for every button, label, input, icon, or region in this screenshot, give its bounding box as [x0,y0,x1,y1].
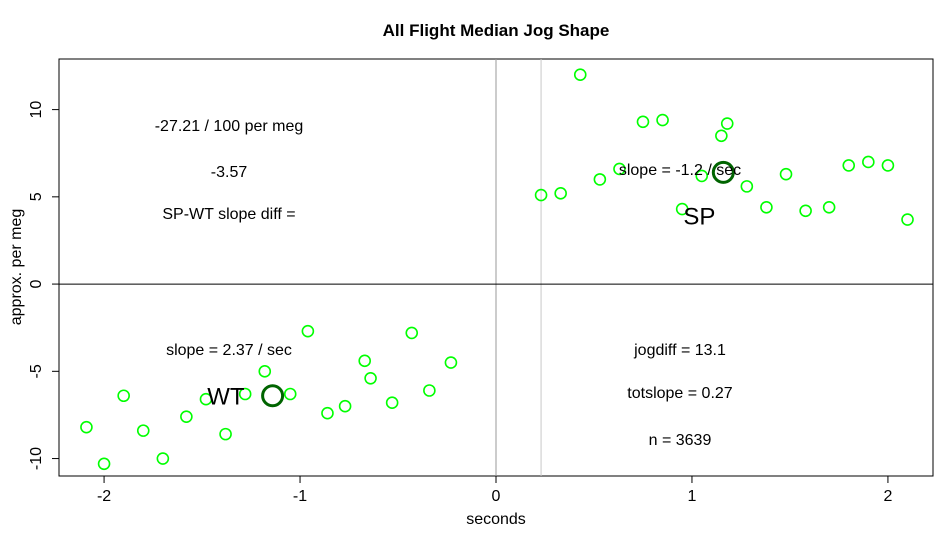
x-tick-label: -1 [293,488,307,505]
data-point [199,392,213,406]
data-point [321,406,334,420]
data-point [760,201,773,214]
data-point [720,117,734,130]
data-point [301,324,315,338]
data-point [117,389,130,403]
data-point [862,155,875,169]
data-point [554,187,567,200]
data-point [219,427,232,441]
data-point [740,180,754,193]
wt-slope-annotation: slope = 2.37 / sec [166,342,292,359]
slope-diff-value: -27.21 / 100 per meg [155,118,304,135]
data-point [715,129,728,143]
data-point [358,354,372,368]
data-point [799,204,812,218]
x-tick-label: 2 [883,488,892,505]
x-tick-label: -2 [97,488,111,505]
x-axis-label: seconds [466,511,526,528]
data-point [444,356,458,369]
y-tick-label: -5 [28,364,45,378]
data-point [593,173,607,186]
data-point [656,113,669,127]
data-point [338,399,352,413]
data-point [180,410,193,423]
sp-slope-annotation: slope = -1.2 / sec [619,162,741,179]
y-tick-label: 0 [28,280,45,289]
x-tick-label: 0 [492,488,501,505]
data-point [385,396,399,410]
data-point [842,159,856,172]
data-points [80,68,914,471]
n-annotation: n = 3639 [649,432,712,449]
data-point [238,387,252,401]
data-point [156,452,170,465]
y-tick-label: 5 [28,192,45,201]
data-point [534,188,548,202]
x-tick-label: 1 [688,488,697,505]
data-point [675,202,689,216]
x-axis-ticks: -2 -1 0 1 2 [97,476,892,505]
data-point [97,457,111,471]
data-point [258,365,272,378]
data-point [822,201,836,214]
group-center-marker [261,384,285,408]
slope-diff-label: SP-WT slope diff = [162,206,295,223]
group-center-label: WT [207,384,245,411]
group-center-marker [711,160,735,184]
data-point [405,326,419,340]
y-tick-label: 10 [28,101,45,119]
data-point [613,162,626,176]
y-tick-label: -10 [28,447,45,470]
reference-lines [59,59,933,476]
data-point [695,169,709,183]
data-point [136,424,150,437]
jogdiff-annotation: jogdiff = 13.1 [633,342,726,359]
slope-diff-raw: -3.57 [211,164,248,181]
totslope-annotation: totslope = 0.27 [627,385,733,402]
data-point [779,167,793,181]
group-centers: WT SP [207,160,735,411]
data-point [573,68,587,82]
data-point [636,115,650,129]
data-point [423,384,436,397]
data-point [364,371,377,385]
group-center-label: SP [683,203,715,230]
data-point [80,420,93,434]
data-point [283,387,297,401]
data-point [881,159,895,172]
data-point [901,213,914,226]
y-axis-ticks: -10 -5 0 5 10 [28,101,59,470]
y-axis-label: approx. per meg [8,209,25,326]
chart-title: All Flight Median Jog Shape [383,21,610,40]
